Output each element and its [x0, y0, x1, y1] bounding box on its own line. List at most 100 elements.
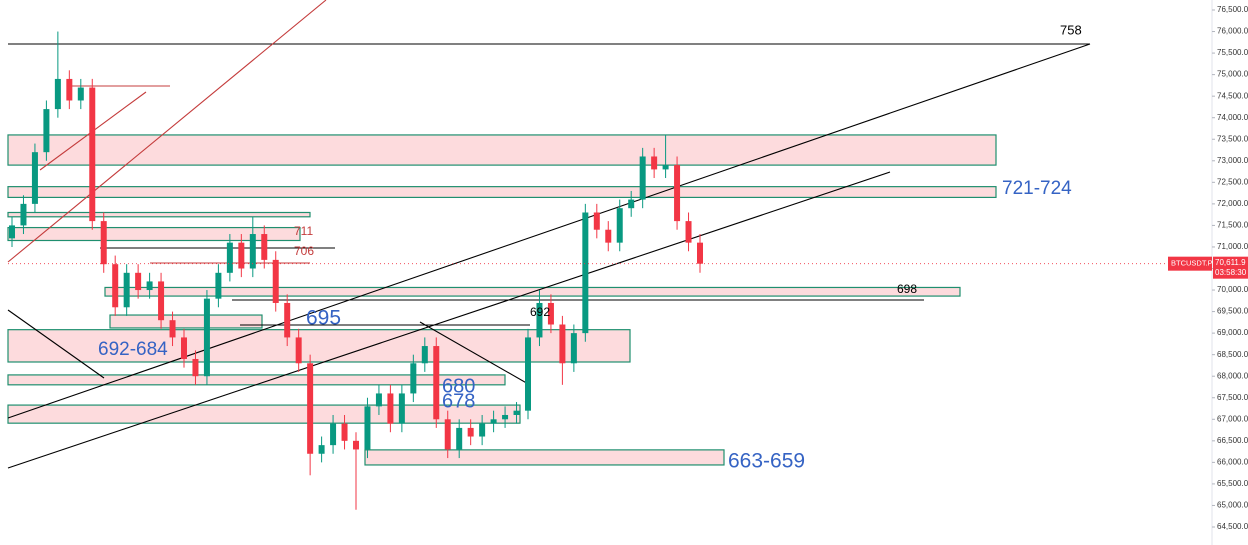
candle-body — [433, 346, 440, 420]
candle-body — [605, 229, 612, 243]
y-tick-label: 66,500.0 — [1217, 436, 1248, 445]
y-tick-label: 69,500.0 — [1217, 307, 1248, 316]
candle-body — [398, 393, 405, 424]
candle-body — [616, 208, 623, 243]
candle-body — [353, 440, 359, 450]
candle-body — [421, 346, 428, 364]
zone — [7, 186, 997, 199]
y-tick-label: 67,000.0 — [1217, 414, 1248, 423]
candle-body — [387, 393, 394, 424]
y-tick-label: 73,500.0 — [1217, 134, 1248, 143]
candle-body — [77, 87, 84, 101]
y-tick-label: 71,000.0 — [1217, 242, 1248, 251]
y-tick-label: 75,000.0 — [1217, 70, 1248, 79]
y-tick-label: 76,500.0 — [1217, 5, 1248, 14]
candle-body — [318, 445, 325, 454]
candle-body — [146, 281, 153, 291]
y-tick-label: 65,000.0 — [1217, 501, 1248, 510]
y-tick-label: 69,000.0 — [1217, 328, 1248, 337]
symbol-box — [1168, 256, 1212, 271]
y-tick-label: 72,500.0 — [1217, 177, 1248, 186]
y-tick-label: 66,000.0 — [1217, 457, 1248, 466]
candle-body — [295, 337, 302, 364]
candle-body — [375, 393, 382, 407]
zone — [109, 314, 263, 329]
y-tick-label: 74,500.0 — [1217, 91, 1248, 100]
candle-body — [307, 363, 314, 454]
candle-body — [674, 165, 681, 222]
candle-body — [261, 234, 268, 260]
annotation: 692 — [530, 305, 550, 319]
candle-body — [31, 152, 38, 204]
annotation: 680 — [442, 375, 475, 397]
drawing-line — [7, 43, 1091, 419]
candle-body — [547, 302, 554, 325]
candle-body — [639, 156, 646, 200]
candle-body — [456, 427, 463, 450]
candle-body — [284, 302, 291, 338]
y-tick-label: 68,000.0 — [1217, 371, 1248, 380]
symbol-label: BTCUSDT.P — [1171, 259, 1213, 268]
candle-body — [158, 281, 165, 321]
candle-body — [444, 419, 451, 450]
candle-body — [651, 156, 658, 170]
candle-body — [54, 78, 61, 110]
annotation: 721-724 — [1002, 178, 1072, 199]
candle-body — [123, 272, 130, 308]
y-tick-label: 70,000.0 — [1217, 285, 1248, 294]
y-tick-label: 75,500.0 — [1217, 48, 1248, 57]
candle-body — [502, 414, 509, 420]
candle-body — [89, 87, 96, 222]
candle-body — [203, 298, 210, 377]
candle-body — [697, 242, 703, 264]
annotation: 698 — [897, 282, 917, 296]
zone — [7, 226, 301, 242]
candle-body — [181, 337, 187, 359]
candle-body — [215, 272, 222, 299]
candle-body — [226, 242, 233, 273]
y-tick-label: 73,000.0 — [1217, 156, 1248, 165]
candle-body — [330, 423, 337, 446]
candle-body — [525, 337, 531, 411]
last-price: 70,611.9 — [1215, 258, 1246, 267]
annotation: 692-684 — [98, 339, 168, 360]
candle-body — [169, 320, 176, 338]
candle-body — [112, 264, 119, 308]
drawing-line — [7, 171, 891, 469]
y-tick-label: 76,000.0 — [1217, 27, 1248, 36]
y-tick-label: 72,000.0 — [1217, 199, 1248, 208]
candle-body — [593, 212, 600, 230]
candle-body — [238, 242, 245, 269]
candle-body — [410, 363, 417, 394]
candle-body — [9, 225, 15, 239]
candle-body — [513, 410, 520, 415]
annotation: 678 — [442, 390, 475, 412]
y-tick-label: 67,500.0 — [1217, 393, 1248, 402]
candle-body — [341, 423, 348, 441]
candle-body — [192, 358, 199, 377]
candle-body — [272, 259, 279, 303]
candle-body — [559, 324, 566, 364]
annotation: 695 — [306, 307, 341, 330]
drawing-line — [419, 321, 531, 386]
candle-body — [100, 221, 107, 265]
y-tick-label: 68,500.0 — [1217, 350, 1248, 359]
candle-body — [662, 165, 669, 170]
candle-body — [479, 423, 486, 437]
y-tick-label: 64,500.0 — [1217, 522, 1248, 531]
zone — [7, 134, 997, 166]
drawing-line — [7, 0, 327, 263]
candle-body — [685, 221, 692, 243]
candle-body — [582, 212, 589, 334]
candle-body — [570, 333, 577, 364]
annotation: 706 — [294, 244, 314, 258]
annotation: 758 — [1060, 22, 1082, 37]
candle-body — [467, 427, 474, 437]
annotation: 663-659 — [728, 450, 805, 473]
candle-body — [490, 419, 497, 424]
countdown: 03:58:30 — [1215, 268, 1247, 277]
y-tick-label: 65,500.0 — [1217, 479, 1248, 488]
candle-body — [249, 234, 256, 269]
